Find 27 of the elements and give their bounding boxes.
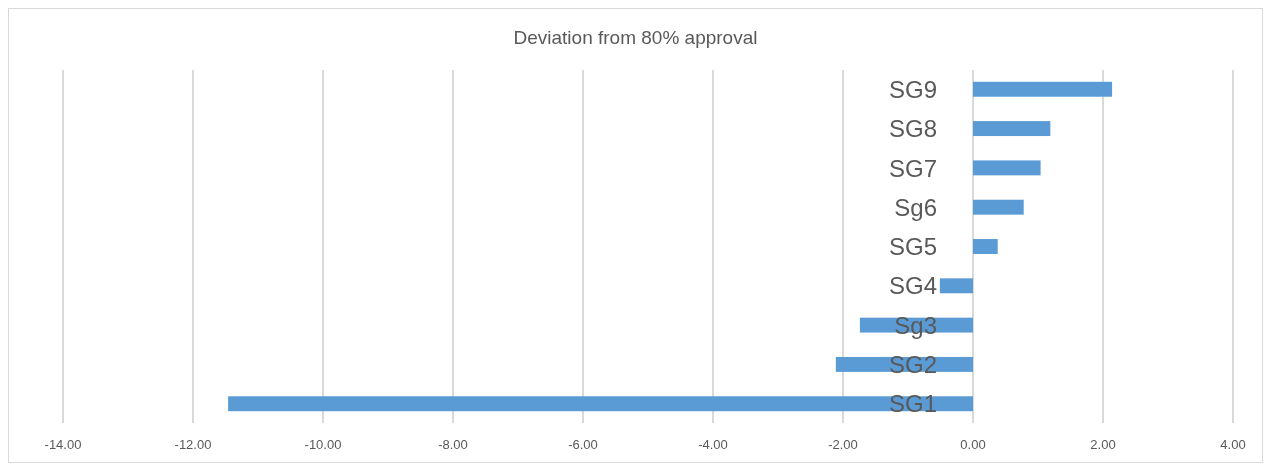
bar — [939, 278, 973, 294]
y-tick-label: SG8 — [888, 115, 937, 143]
y-tick-label: Sg6 — [894, 193, 937, 221]
x-tick-label: 2.00 — [1090, 437, 1116, 452]
bar — [973, 239, 998, 254]
x-tick-label: -10.00 — [304, 437, 342, 452]
y-tick-label: SG7 — [888, 154, 937, 182]
x-tick-label: -2.00 — [828, 437, 858, 452]
x-tick-label: -6.00 — [568, 437, 598, 452]
bar — [973, 199, 1024, 215]
x-tick-label: -14.00 — [44, 437, 82, 452]
x-tick-label: 0.00 — [960, 437, 986, 452]
y-tick-label: Sg3 — [894, 311, 937, 339]
bar — [973, 81, 1113, 97]
y-tick-label: SG4 — [888, 272, 937, 300]
y-tick-label: SG5 — [888, 233, 937, 261]
y-tick-label: SG9 — [888, 75, 937, 103]
bar — [228, 396, 973, 412]
y-tick-label: SG2 — [888, 351, 937, 379]
x-tick-label: 4.00 — [1220, 437, 1246, 452]
y-tick-label: SG1 — [888, 390, 937, 418]
x-tick-label: -8.00 — [438, 437, 468, 452]
x-tick-label: -4.00 — [698, 437, 728, 452]
chart-title: Deviation from 80% approval — [513, 27, 758, 48]
bar — [973, 160, 1041, 176]
x-tick-label: -12.00 — [174, 437, 212, 452]
bar — [973, 121, 1051, 137]
